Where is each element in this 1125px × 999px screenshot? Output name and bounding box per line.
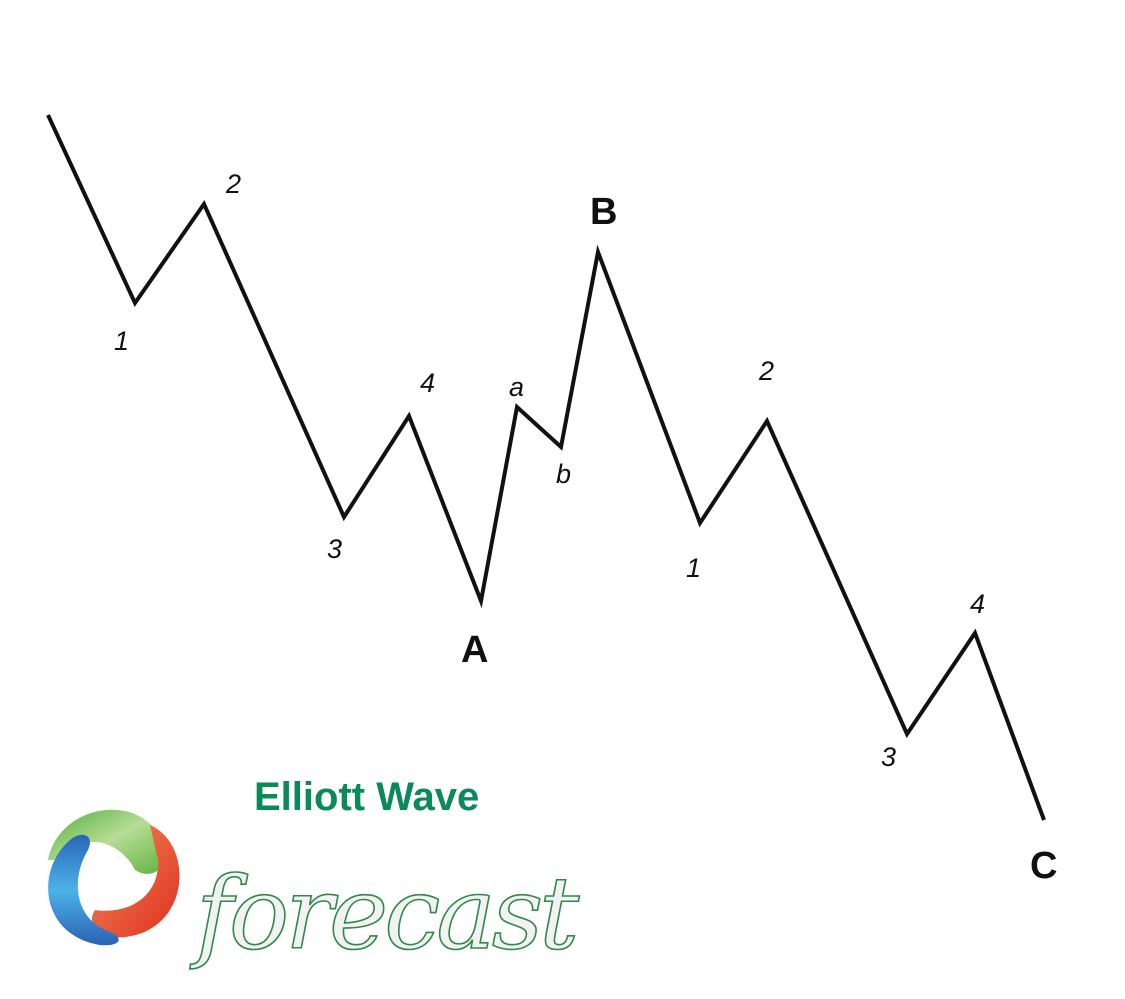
logo-brand-line1: Elliott Wave	[254, 775, 479, 819]
logo-brand-line2: forecast	[189, 855, 580, 972]
label-wave-b: b	[556, 459, 571, 489]
logo-ring-icon	[48, 809, 180, 946]
label-wave-c1: 1	[686, 553, 701, 583]
label-wave-c3: 3	[881, 742, 896, 772]
label-wave-a: a	[509, 372, 524, 402]
label-wave-3: 3	[327, 534, 342, 564]
label-wave-c4: 4	[970, 589, 985, 619]
label-wave-c2: 2	[758, 356, 774, 386]
label-wave-A: A	[461, 629, 488, 671]
wave-path	[46, 114, 1046, 821]
elliott-wave-forecast-logo: Elliott Wave forecast	[48, 775, 585, 973]
label-wave-B: B	[590, 191, 617, 233]
label-wave-4: 4	[420, 368, 435, 398]
label-wave-2: 2	[225, 169, 241, 199]
label-wave-C: C	[1030, 845, 1057, 887]
label-wave-1: 1	[114, 326, 129, 356]
